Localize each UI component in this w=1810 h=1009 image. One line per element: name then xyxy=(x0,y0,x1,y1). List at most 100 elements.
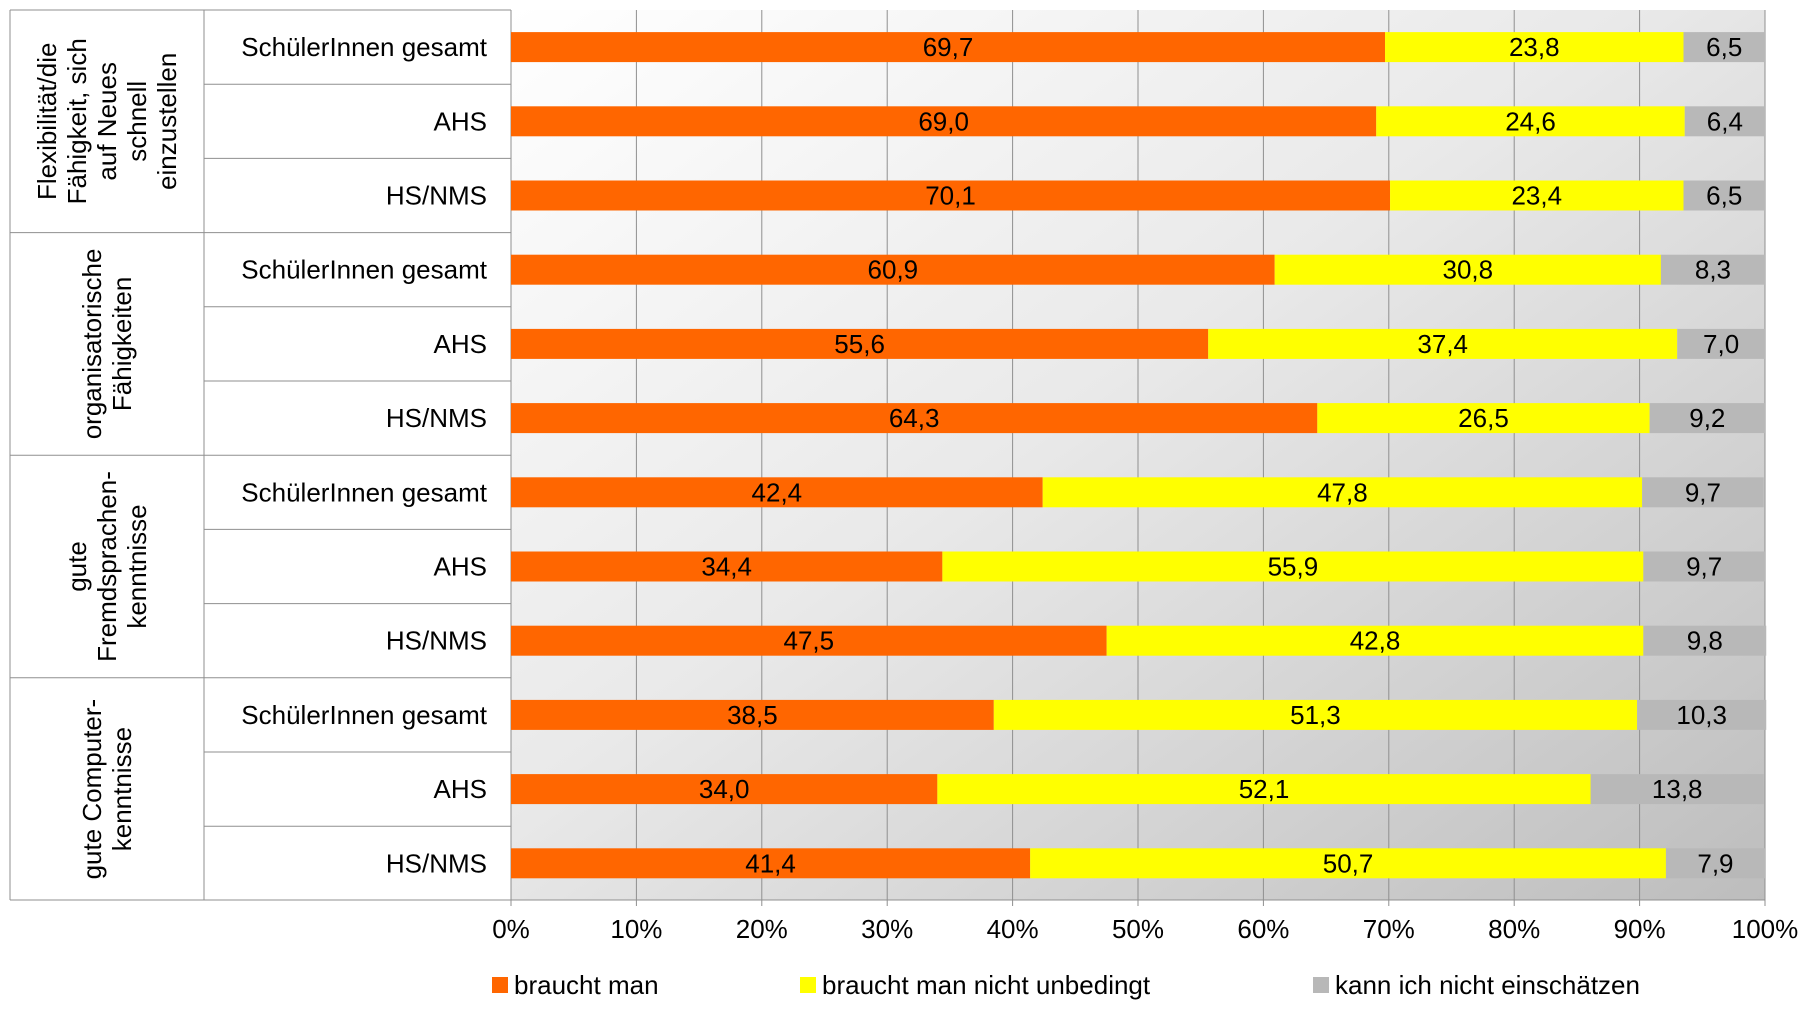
bar-value-label: 30,8 xyxy=(1442,255,1493,285)
group-label-line: Fähigkeiten xyxy=(107,277,137,411)
axis-labels: 0% 10% 20% 30% 40% 50% 60% 70% 80% 90% 100% Flexibi… xyxy=(32,32,1798,944)
bar-value-label: 51,3 xyxy=(1290,700,1341,730)
bar-segment xyxy=(1660,254,1765,285)
bar-segment xyxy=(993,699,1638,730)
legend: braucht man braucht man nicht unbedingt ka… xyxy=(492,970,1640,1000)
bar-value-label: 10,3 xyxy=(1676,700,1727,730)
group-label-line: Flexibilität/die xyxy=(32,43,62,201)
bar-value-label: 47,8 xyxy=(1317,477,1368,507)
bar-value-label: 6,4 xyxy=(1707,106,1743,136)
bar-segment xyxy=(511,848,1031,879)
bar-value-label: 34,4 xyxy=(701,552,752,582)
legend-swatch xyxy=(492,977,508,993)
bar-value-label: 38,5 xyxy=(727,700,778,730)
x-tick-label: 10% xyxy=(610,914,662,944)
bar-segment xyxy=(1643,551,1765,582)
group-label-line: schnell xyxy=(122,81,152,162)
bar-value-label: 13,8 xyxy=(1652,774,1703,804)
bar-segment xyxy=(1649,403,1765,434)
category-label: SchülerInnen gesamt xyxy=(241,255,487,285)
bar-value-label: 6,5 xyxy=(1706,181,1742,211)
category-label: HS/NMS xyxy=(386,181,487,211)
x-tick-label: 60% xyxy=(1237,914,1289,944)
bar-value-label: 60,9 xyxy=(868,255,919,285)
legend-label: braucht man xyxy=(514,970,659,1000)
bar-value-label: 42,4 xyxy=(752,477,803,507)
category-label: AHS xyxy=(434,774,487,804)
bar-value-label: 9,8 xyxy=(1687,626,1723,656)
bars: 69,7 23,8 6,5 69,0 24,6 6,4 70,1 23,4 6,5 60,9 30,… xyxy=(511,32,1767,879)
x-tick-label: 90% xyxy=(1614,914,1666,944)
bar-value-label: 23,8 xyxy=(1509,32,1560,62)
bar-segment xyxy=(1390,180,1684,211)
bar-value-label: 41,4 xyxy=(745,848,796,878)
bar-value-label: 42,8 xyxy=(1350,626,1401,656)
bar-value-label: 7,9 xyxy=(1697,848,1733,878)
bar-segment xyxy=(1683,32,1765,63)
bar-segment xyxy=(942,551,1644,582)
group-label-line: gute Computer- xyxy=(77,699,107,880)
bar-segment xyxy=(1030,848,1666,879)
bar-segment xyxy=(1208,328,1678,359)
legend-label: braucht man nicht unbedingt xyxy=(822,970,1151,1000)
category-label: SchülerInnen gesamt xyxy=(241,32,487,62)
bar-segment xyxy=(511,180,1391,211)
bar-segment xyxy=(1317,403,1650,434)
bar-segment xyxy=(1642,477,1764,508)
bar-segment xyxy=(511,477,1043,508)
bar-segment xyxy=(1385,32,1684,63)
bar-segment xyxy=(1665,848,1765,879)
category-label: AHS xyxy=(434,106,487,136)
bar-value-label: 69,0 xyxy=(918,106,969,136)
group-label-line: kenntnisse xyxy=(122,504,152,628)
bar-value-label: 9,7 xyxy=(1685,477,1721,507)
bar-value-label: 7,0 xyxy=(1703,329,1739,359)
bar-segment xyxy=(511,403,1318,434)
group-label-line: auf Neues xyxy=(92,62,122,181)
bar-segment xyxy=(511,625,1107,656)
category-label: AHS xyxy=(434,552,487,582)
bar-value-label: 69,7 xyxy=(923,32,974,62)
bar-value-label: 6,5 xyxy=(1706,32,1742,62)
legend-label: kann ich nicht einschätzen xyxy=(1335,970,1640,1000)
bar-segment xyxy=(1637,699,1767,730)
bar-segment xyxy=(511,254,1275,285)
bar-value-label: 55,9 xyxy=(1268,552,1319,582)
bar-value-label: 26,5 xyxy=(1458,403,1509,433)
bar-value-label: 50,7 xyxy=(1323,848,1374,878)
bar-value-label: 23,4 xyxy=(1511,181,1562,211)
bar-segment xyxy=(1274,254,1661,285)
x-tick-label: 0% xyxy=(492,914,530,944)
bar-segment xyxy=(1677,328,1765,359)
bar-value-label: 55,6 xyxy=(834,329,885,359)
x-tick-label: 20% xyxy=(736,914,788,944)
bar-segment xyxy=(511,106,1377,137)
gridlines xyxy=(9,9,1766,906)
group-label: Flexibilität/dieFähigkeit, sichauf Neues… xyxy=(32,38,182,204)
bar-segment xyxy=(1042,477,1643,508)
bar-segment xyxy=(1643,625,1767,656)
group-label: gute Computer-kenntnisse xyxy=(77,699,137,880)
bar-segment xyxy=(511,328,1209,359)
bar-segment xyxy=(937,774,1591,805)
bar-segment xyxy=(1684,106,1765,137)
category-label: SchülerInnen gesamt xyxy=(241,477,487,507)
category-label: HS/NMS xyxy=(386,626,487,656)
bar-value-label: 52,1 xyxy=(1239,774,1290,804)
bar-segment xyxy=(1376,106,1685,137)
group-label-line: Fähigkeit, sich xyxy=(62,38,92,204)
group-label: organisatorischeFähigkeiten xyxy=(77,249,137,440)
bar-segment xyxy=(511,32,1386,63)
group-label-line: kenntnisse xyxy=(107,727,137,851)
bar-value-label: 47,5 xyxy=(784,626,835,656)
bar-value-label: 24,6 xyxy=(1505,106,1556,136)
bar-value-label: 8,3 xyxy=(1695,255,1731,285)
bar-segment xyxy=(1590,774,1764,805)
category-label: AHS xyxy=(434,329,487,359)
group-label-line: gute xyxy=(62,541,92,592)
bar-segment xyxy=(511,699,994,730)
x-tick-label: 100% xyxy=(1732,914,1799,944)
bar-value-label: 9,7 xyxy=(1686,552,1722,582)
legend-swatch xyxy=(800,977,816,993)
legend-swatch xyxy=(1313,977,1329,993)
